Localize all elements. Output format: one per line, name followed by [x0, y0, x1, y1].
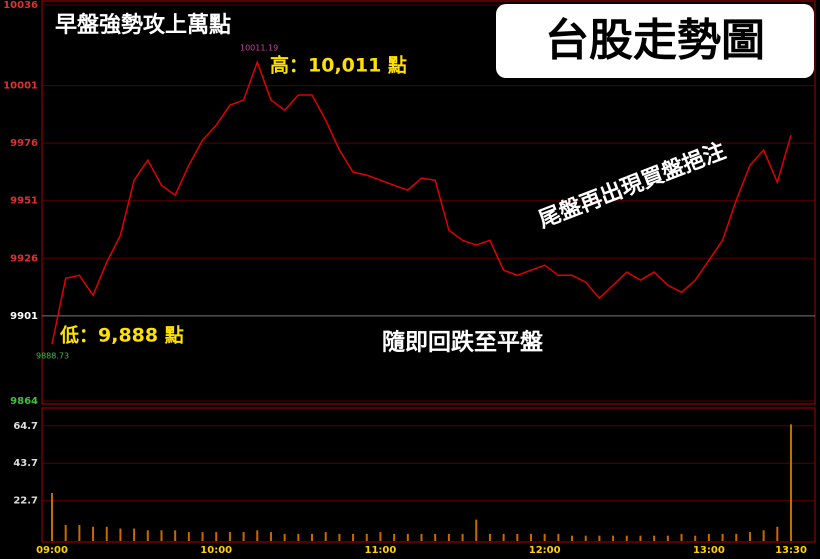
- volume-bar: [707, 533, 710, 541]
- volume-bar: [379, 532, 382, 541]
- volume-frame: [41, 407, 816, 543]
- annotation: 10011.19: [240, 44, 278, 53]
- volume-bar: [625, 535, 628, 541]
- title-box: [496, 4, 814, 78]
- x-tick-label: 11:00: [365, 545, 397, 556]
- volume-bar: [612, 535, 615, 541]
- volume-bar: [447, 533, 450, 541]
- volume-bar: [735, 533, 738, 541]
- volume-bar: [666, 535, 669, 541]
- volume-bar: [269, 532, 272, 541]
- volume-bar: [393, 533, 396, 541]
- volume-bar: [242, 532, 245, 541]
- y-tick-label: 9901: [10, 311, 38, 322]
- chart-title: 台股走勢圖: [545, 15, 765, 66]
- volume-bar: [228, 532, 231, 541]
- annotation: 低：9,888 點: [59, 324, 184, 347]
- y-tick-label: 9864: [10, 396, 38, 407]
- volume-bar: [92, 526, 95, 541]
- x-tick-label: 13:30: [775, 545, 807, 556]
- y-tick-label: 9926: [10, 253, 38, 264]
- x-tick-label: 12:00: [529, 545, 561, 556]
- volume-bar: [78, 524, 81, 541]
- annotation: 早盤強勢攻上萬點: [55, 12, 231, 38]
- volume-bar: [529, 533, 532, 541]
- volume-bar: [297, 533, 300, 541]
- volume-bar: [776, 526, 779, 541]
- volume-bar: [187, 532, 190, 541]
- y-tick-label: 10036: [3, 0, 38, 11]
- volume-bar: [174, 530, 177, 541]
- y-tick-label: 64.7: [13, 421, 38, 432]
- volume-bar: [584, 535, 587, 541]
- volume-bar: [352, 533, 355, 541]
- volume-bar: [434, 533, 437, 541]
- marks: 9864 9901 9926 9951 9976 10001 10036 22.7 43.7 64…: [3, 0, 815, 556]
- volume-bar: [748, 532, 751, 541]
- x-tick-label: 13:00: [693, 545, 725, 556]
- annotation: 9888.73: [36, 352, 69, 361]
- volume-bar: [461, 533, 464, 541]
- volume-bar: [488, 533, 491, 541]
- volume-bar: [406, 533, 409, 541]
- volume-bar: [557, 533, 560, 541]
- volume-bar: [543, 533, 546, 541]
- volume-bar: [160, 530, 163, 541]
- volume-bar: [502, 533, 505, 541]
- volume-bar: [680, 533, 683, 541]
- volume-bar: [146, 530, 149, 541]
- volume-bar: [283, 533, 286, 541]
- price-line: [51, 59, 792, 345]
- volume-bar: [256, 530, 259, 541]
- annotation: 隨即回跌至平盤: [382, 329, 544, 356]
- volume-bar: [721, 533, 724, 541]
- price-frame: [41, 0, 816, 405]
- volume-bar: [201, 532, 204, 541]
- x-tick-label: 10:00: [200, 545, 232, 556]
- volume-bar: [119, 528, 122, 541]
- volume-bar: [133, 528, 136, 541]
- volume-bar: [762, 530, 765, 541]
- x-tick-label: 09:00: [36, 545, 68, 556]
- volume-bar: [51, 492, 53, 541]
- volume-bar: [653, 535, 656, 541]
- volume-bar: [338, 533, 341, 541]
- y-tick-label: 22.7: [13, 496, 38, 507]
- volume-bar: [639, 535, 642, 541]
- y-tick-label: 9976: [10, 138, 38, 149]
- volume-bar: [516, 533, 519, 541]
- volume-bar: [365, 533, 368, 541]
- y-tick-label: 9951: [10, 196, 38, 207]
- annotation: 高：10,011 點: [270, 54, 407, 77]
- volume-bar: [324, 532, 327, 541]
- y-tick-label: 10001: [3, 81, 38, 92]
- y-tick-label: 43.7: [13, 458, 38, 469]
- volume-bar: [571, 535, 574, 541]
- volume-bar: [598, 535, 601, 541]
- volume-bar: [311, 533, 314, 541]
- volume-bar: [790, 424, 792, 541]
- volume-bar: [475, 519, 478, 541]
- volume-bar: [215, 532, 218, 541]
- volume-bar: [694, 535, 697, 541]
- volume-bar: [64, 524, 67, 541]
- volume-bar: [420, 533, 423, 541]
- volume-bar: [105, 526, 108, 541]
